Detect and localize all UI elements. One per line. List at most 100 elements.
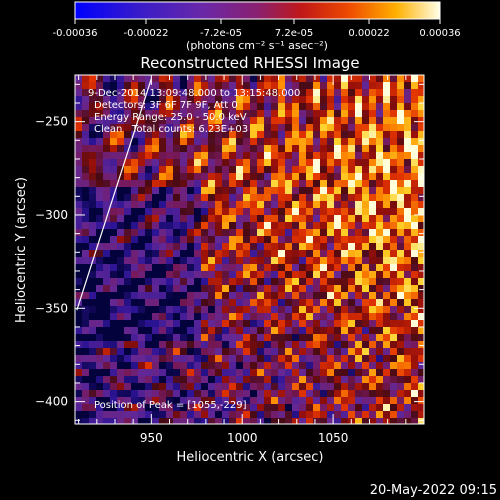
heatmap-cell	[124, 82, 132, 90]
heatmap-cell	[397, 208, 405, 216]
heatmap-cell	[348, 299, 356, 307]
heatmap-cell	[117, 215, 125, 223]
heatmap-cell	[320, 110, 328, 118]
heatmap-cell	[250, 75, 258, 83]
heatmap-cell	[257, 376, 265, 384]
heatmap-cell	[341, 236, 349, 244]
colorbar-tick-label: -7.2e-05	[200, 28, 242, 39]
heatmap-cell	[278, 369, 286, 377]
heatmap-cell	[89, 292, 97, 300]
heatmap-cell	[194, 159, 202, 167]
heatmap-cell	[264, 362, 272, 370]
heatmap-cell	[271, 187, 279, 195]
heatmap-cell	[376, 89, 384, 97]
colorbar-tick-label: 0.00022	[348, 28, 389, 39]
heatmap-cell	[257, 152, 265, 160]
heatmap-cell	[250, 285, 258, 293]
heatmap-cell	[313, 75, 321, 83]
heatmap-cell	[166, 89, 174, 97]
heatmap-cell	[313, 355, 321, 363]
heatmap-cell	[208, 299, 216, 307]
heatmap-cell	[124, 320, 132, 328]
heatmap-cell	[110, 124, 118, 132]
heatmap-cell	[110, 194, 118, 202]
heatmap-cell	[243, 236, 251, 244]
heatmap-cell	[299, 236, 307, 244]
heatmap-cell	[131, 187, 139, 195]
heatmap-cell	[159, 201, 167, 209]
heatmap-cell	[306, 348, 314, 356]
heatmap-cell	[173, 285, 181, 293]
heatmap-cell	[320, 334, 328, 342]
heatmap-cell	[222, 208, 230, 216]
heatmap-cell	[138, 82, 146, 90]
heatmap-cell	[138, 341, 146, 349]
heatmap-cell	[320, 264, 328, 272]
heatmap-cell	[194, 327, 202, 335]
heatmap-cell	[418, 264, 424, 272]
heatmap-cell	[313, 124, 321, 132]
heatmap-cell	[257, 250, 265, 258]
heatmap-cell	[138, 411, 146, 419]
heatmap-cell	[355, 292, 363, 300]
heatmap-cell	[334, 327, 342, 335]
heatmap-cell	[187, 236, 195, 244]
heatmap-cell	[327, 166, 335, 174]
heatmap-cell	[334, 131, 342, 139]
heatmap-cell	[411, 201, 419, 209]
heatmap-cell	[390, 376, 398, 384]
heatmap-cell	[96, 110, 104, 118]
heatmap-cell	[306, 376, 314, 384]
heatmap-cell	[334, 313, 342, 321]
heatmap-cell	[82, 89, 90, 97]
heatmap-cell	[313, 236, 321, 244]
heatmap-cell	[362, 334, 370, 342]
heatmap-cell	[145, 180, 153, 188]
heatmap-cell	[397, 404, 405, 412]
heatmap-cell	[110, 390, 118, 398]
heatmap-cell	[215, 264, 223, 272]
heatmap-cell	[215, 250, 223, 258]
heatmap-cell	[117, 383, 125, 391]
heatmap-cell	[264, 348, 272, 356]
heatmap-cell	[131, 285, 139, 293]
heatmap-cell	[222, 201, 230, 209]
heatmap-cell	[411, 180, 419, 188]
heatmap-cell	[313, 138, 321, 146]
heatmap-cell	[117, 334, 125, 342]
heatmap-cell	[152, 236, 160, 244]
heatmap-cell	[299, 327, 307, 335]
heatmap-cell	[124, 89, 132, 97]
heatmap-cell	[152, 341, 160, 349]
heatmap-cell	[313, 82, 321, 90]
heatmap-cell	[369, 194, 377, 202]
heatmap-cell	[376, 334, 384, 342]
heatmap-cell	[257, 355, 265, 363]
heatmap-cell	[327, 194, 335, 202]
heatmap-cell	[89, 131, 97, 139]
heatmap-cell	[152, 411, 160, 419]
heatmap-cell	[194, 180, 202, 188]
heatmap-cell	[285, 278, 293, 286]
heatmap-cell	[320, 327, 328, 335]
heatmap-cell	[264, 397, 272, 405]
heatmap-cell	[285, 418, 293, 424]
heatmap-cell	[257, 271, 265, 279]
heatmap-cell	[383, 82, 391, 90]
heatmap-cell	[299, 152, 307, 160]
heatmap-cell	[271, 320, 279, 328]
heatmap-cell	[250, 320, 258, 328]
heatmap-cell	[117, 96, 125, 104]
heatmap-cell	[341, 166, 349, 174]
heatmap-cell	[159, 271, 167, 279]
heatmap-cell	[278, 229, 286, 237]
heatmap-cell	[152, 306, 160, 314]
heatmap-cell	[96, 292, 104, 300]
heatmap-cell	[271, 299, 279, 307]
heatmap-cell	[285, 236, 293, 244]
heatmap-cell	[229, 215, 237, 223]
heatmap-cell	[145, 264, 153, 272]
heatmap-cell	[376, 404, 384, 412]
heatmap-cell	[411, 397, 419, 405]
heatmap-cell	[348, 362, 356, 370]
